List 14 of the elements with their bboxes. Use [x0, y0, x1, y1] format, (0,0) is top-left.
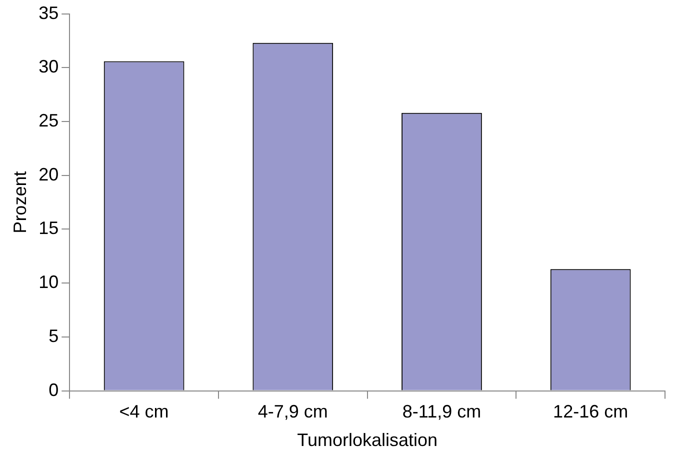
x-axis-title: Tumorlokalisation — [297, 430, 438, 450]
y-tick-label: 35 — [38, 2, 59, 23]
y-tick-label: 20 — [38, 164, 59, 184]
y-axis-title: Prozent — [10, 171, 30, 234]
y-tick-label: 5 — [48, 326, 59, 346]
x-tick-label: 4-7,9 cm — [258, 402, 328, 422]
y-tick-label: 0 — [48, 380, 59, 400]
x-tick-label: 8-11,9 cm — [402, 402, 482, 422]
y-tick-label: 10 — [38, 272, 59, 292]
x-tick-label: <4 cm — [119, 402, 169, 422]
y-tick-label: 25 — [38, 110, 59, 130]
y-tick-label: 30 — [38, 56, 59, 77]
y-tick-label: 15 — [38, 218, 59, 238]
x-tick-label: 12-16 cm — [553, 402, 628, 422]
